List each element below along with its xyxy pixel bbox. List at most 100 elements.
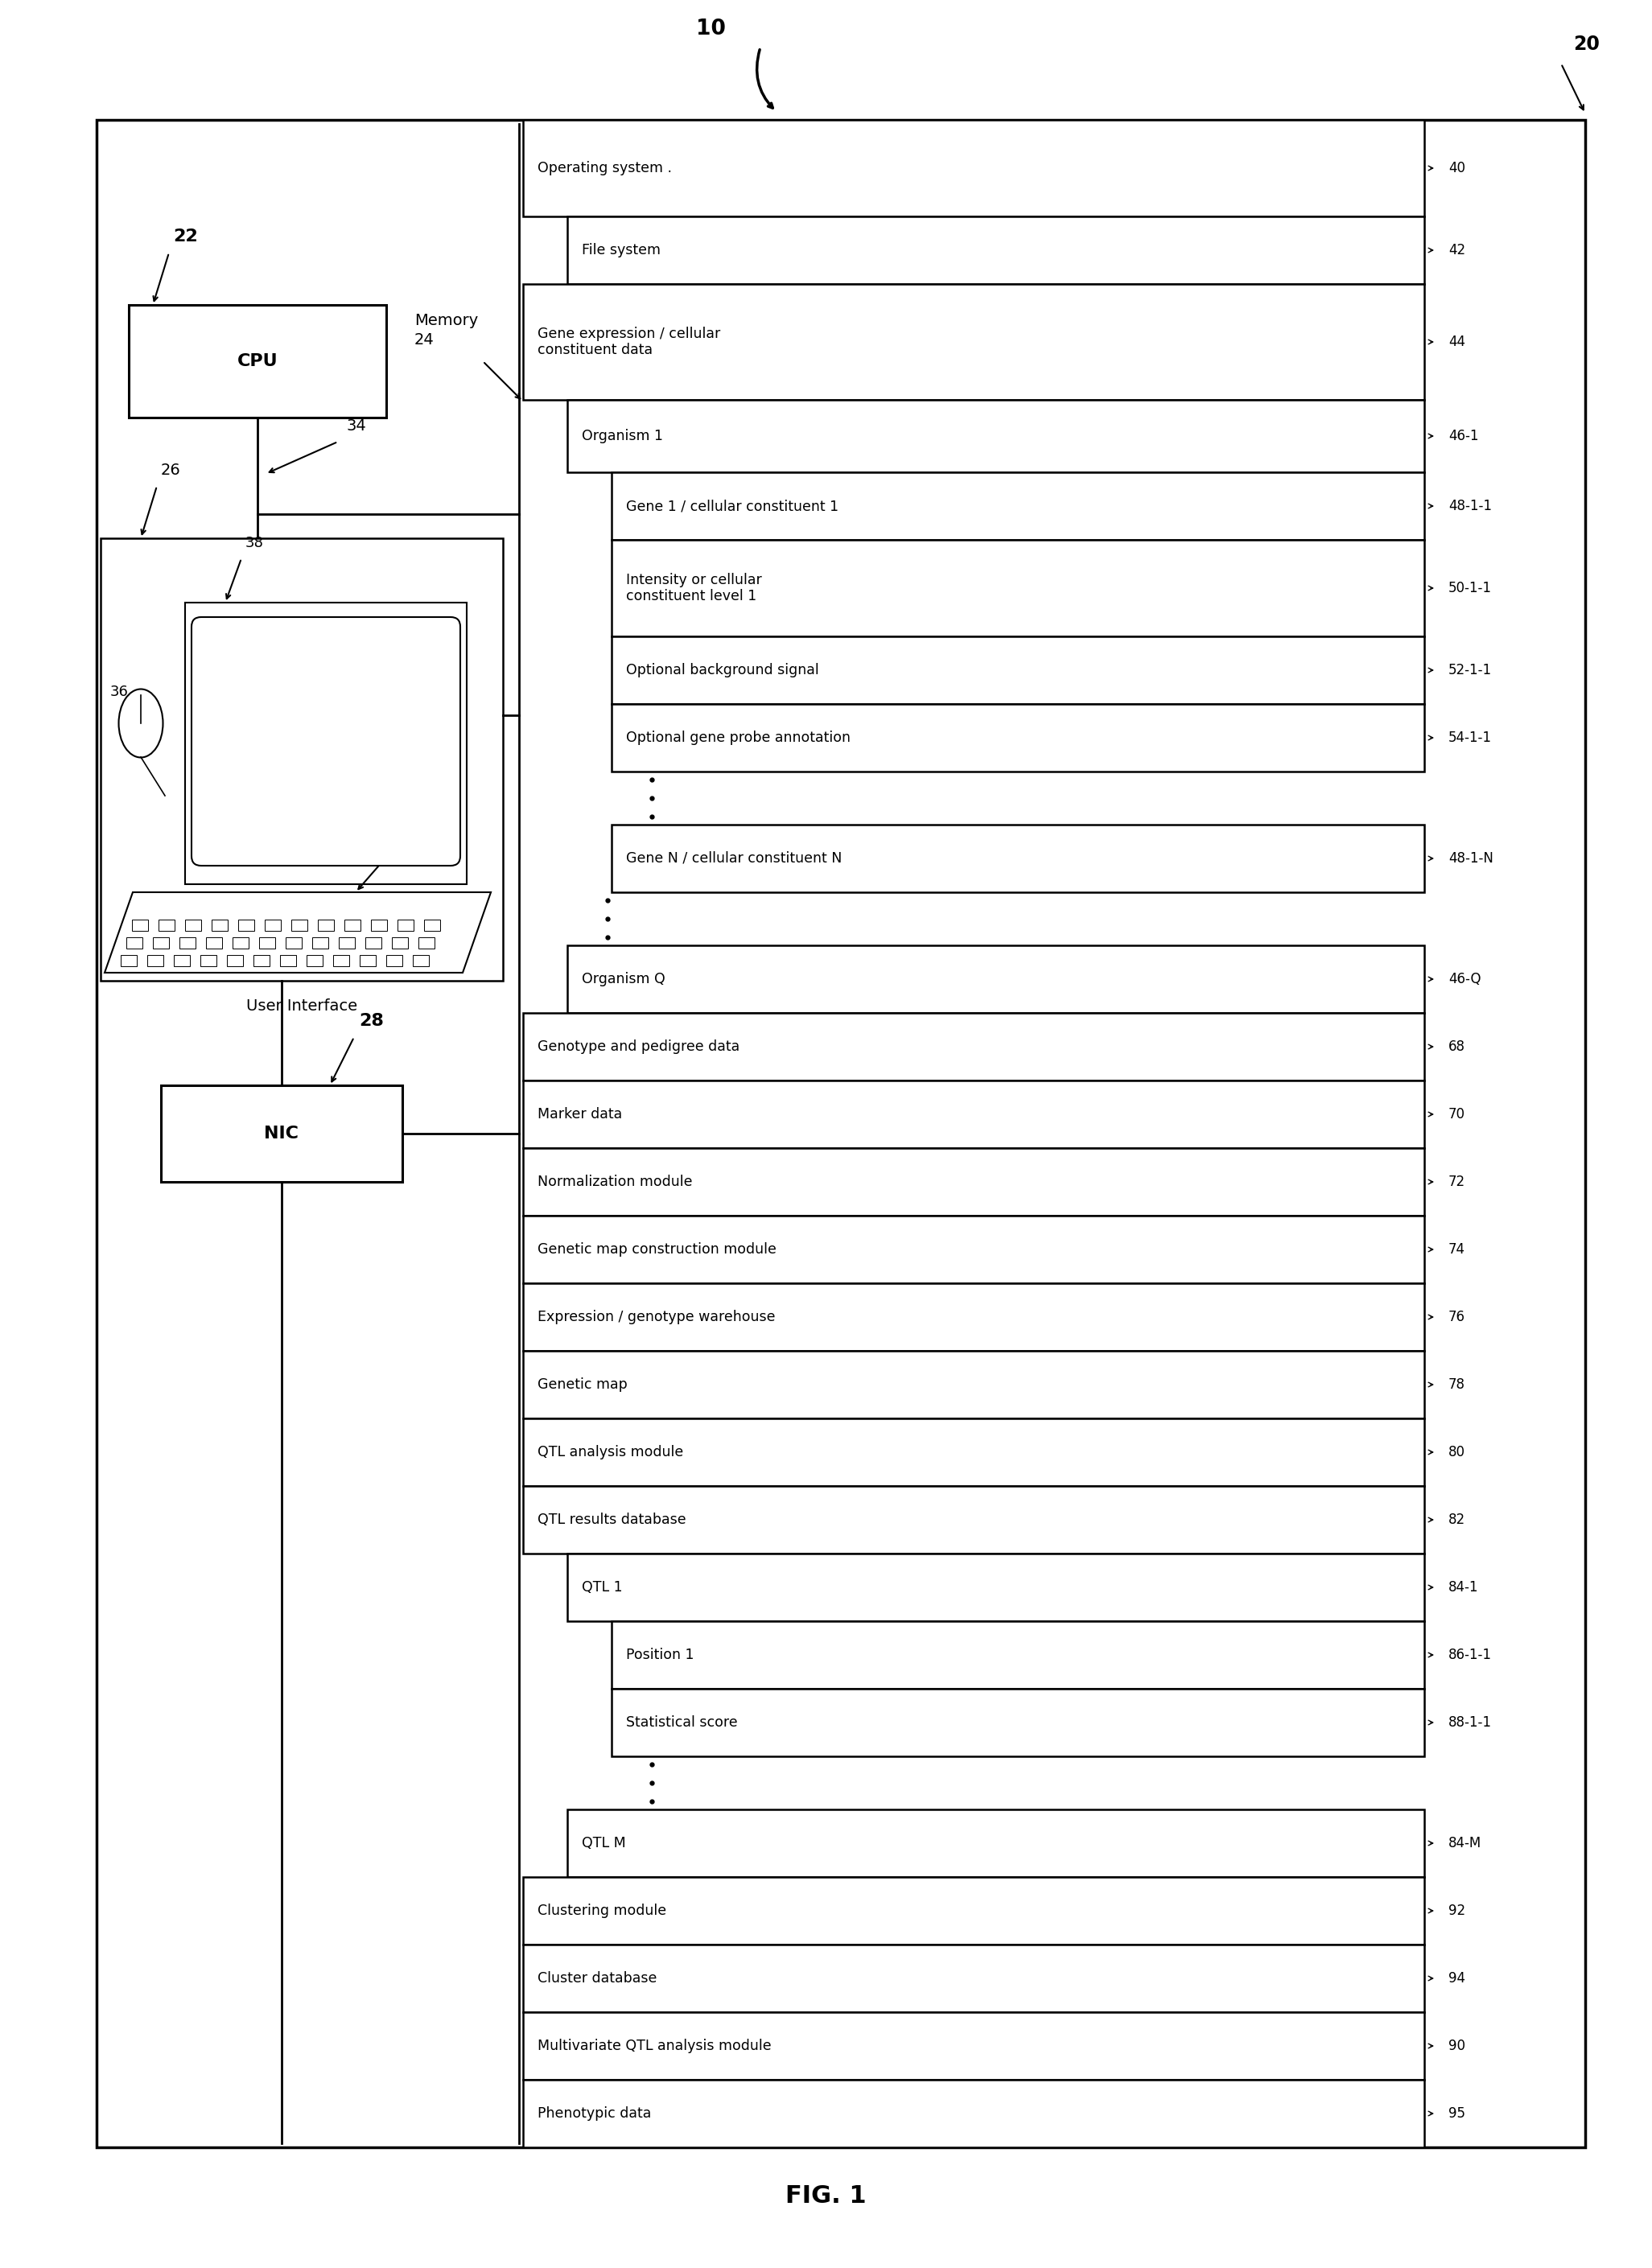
Bar: [524, 1944, 1424, 2012]
Text: 8: 8: [398, 826, 408, 839]
Text: Gene N / cellular constituent N: Gene N / cellular constituent N: [626, 850, 843, 866]
Text: File system: File system: [582, 243, 661, 259]
Bar: [524, 1014, 1424, 1080]
Bar: [264, 919, 281, 930]
Bar: [126, 937, 142, 948]
Bar: [334, 955, 349, 966]
Bar: [524, 1080, 1424, 1148]
Text: User Interface: User Interface: [246, 998, 357, 1014]
Text: NIC: NIC: [264, 1125, 299, 1141]
Bar: [129, 304, 387, 417]
Text: 50-1-1: 50-1-1: [1449, 581, 1492, 596]
Text: Gene expression / cellular
constituent data: Gene expression / cellular constituent d…: [537, 327, 720, 358]
Bar: [365, 937, 382, 948]
Bar: [524, 120, 1424, 215]
Text: Cluster database: Cluster database: [537, 1971, 657, 1985]
Bar: [101, 538, 502, 980]
Text: 84-1: 84-1: [1449, 1581, 1479, 1594]
Text: 44: 44: [1449, 336, 1465, 349]
Text: CPU: CPU: [238, 354, 278, 370]
Bar: [524, 1216, 1424, 1284]
Text: 34: 34: [345, 417, 367, 433]
Bar: [567, 946, 1424, 1014]
Text: 48-1-1: 48-1-1: [1449, 499, 1492, 513]
Bar: [286, 937, 302, 948]
Bar: [372, 919, 387, 930]
Text: 88-1-1: 88-1-1: [1449, 1715, 1492, 1730]
Bar: [425, 919, 439, 930]
Bar: [317, 919, 334, 930]
Bar: [524, 2012, 1424, 2080]
Bar: [339, 937, 355, 948]
Text: 90: 90: [1449, 2039, 1465, 2053]
Text: Expression / genotype warehouse: Expression / genotype warehouse: [537, 1311, 775, 1325]
Bar: [387, 955, 403, 966]
Bar: [413, 955, 430, 966]
Text: 46-Q: 46-Q: [1449, 973, 1480, 987]
Bar: [524, 1486, 1424, 1554]
Text: 10: 10: [695, 18, 725, 39]
Bar: [185, 919, 202, 930]
Text: Genetic map: Genetic map: [537, 1377, 628, 1393]
Text: Normalization module: Normalization module: [537, 1175, 692, 1188]
Bar: [611, 1622, 1424, 1690]
Text: 36: 36: [111, 685, 129, 699]
Bar: [291, 919, 307, 930]
Bar: [200, 955, 216, 966]
Text: 76: 76: [1449, 1311, 1465, 1325]
Text: 78: 78: [1449, 1377, 1465, 1393]
Bar: [154, 937, 169, 948]
Bar: [185, 603, 468, 885]
Text: Memory
24: Memory 24: [415, 313, 477, 347]
Bar: [147, 955, 164, 966]
Text: QTL M: QTL M: [582, 1837, 626, 1851]
Polygon shape: [104, 891, 491, 973]
Text: Position 1: Position 1: [626, 1647, 694, 1662]
Bar: [206, 937, 221, 948]
Bar: [360, 955, 375, 966]
Text: Genetic map construction module: Genetic map construction module: [537, 1243, 776, 1256]
Text: 72: 72: [1449, 1175, 1465, 1188]
Text: 54-1-1: 54-1-1: [1449, 730, 1492, 744]
Text: 84-M: 84-M: [1449, 1837, 1482, 1851]
Bar: [211, 919, 228, 930]
Text: Organism 1: Organism 1: [582, 429, 662, 442]
Bar: [132, 919, 149, 930]
Text: Phenotypic data: Phenotypic data: [537, 2107, 651, 2121]
Text: Operating system .: Operating system .: [537, 161, 672, 175]
Bar: [418, 937, 434, 948]
Bar: [611, 637, 1424, 703]
Text: FIG. 1: FIG. 1: [785, 2184, 867, 2207]
Bar: [611, 472, 1424, 540]
Text: 82: 82: [1449, 1513, 1465, 1526]
Text: 42: 42: [1449, 243, 1465, 259]
Text: 80: 80: [1449, 1445, 1465, 1458]
Bar: [259, 937, 276, 948]
Bar: [611, 1690, 1424, 1755]
Text: 38: 38: [246, 535, 264, 551]
Bar: [96, 120, 1586, 2148]
Bar: [524, 1418, 1424, 1486]
Bar: [524, 1352, 1424, 1418]
Text: QTL analysis module: QTL analysis module: [537, 1445, 684, 1458]
Text: Statistical score: Statistical score: [626, 1715, 737, 1730]
Bar: [173, 955, 190, 966]
Bar: [567, 1554, 1424, 1622]
Bar: [524, 1284, 1424, 1352]
Text: QTL results database: QTL results database: [537, 1513, 686, 1526]
Text: 20: 20: [1573, 34, 1599, 54]
Text: Multivariate QTL analysis module: Multivariate QTL analysis module: [537, 2039, 771, 2053]
Text: Genotype and pedigree data: Genotype and pedigree data: [537, 1039, 740, 1055]
Ellipse shape: [119, 689, 164, 758]
Text: 52-1-1: 52-1-1: [1449, 662, 1492, 678]
Text: Optional background signal: Optional background signal: [626, 662, 819, 678]
Bar: [312, 937, 329, 948]
Text: 40: 40: [1449, 161, 1465, 175]
Bar: [611, 540, 1424, 637]
Text: 95: 95: [1449, 2107, 1465, 2121]
Text: Marker data: Marker data: [537, 1107, 623, 1123]
Text: Optional gene probe annotation: Optional gene probe annotation: [626, 730, 851, 744]
Text: 28: 28: [358, 1014, 383, 1030]
FancyBboxPatch shape: [192, 617, 461, 866]
Bar: [611, 826, 1424, 891]
